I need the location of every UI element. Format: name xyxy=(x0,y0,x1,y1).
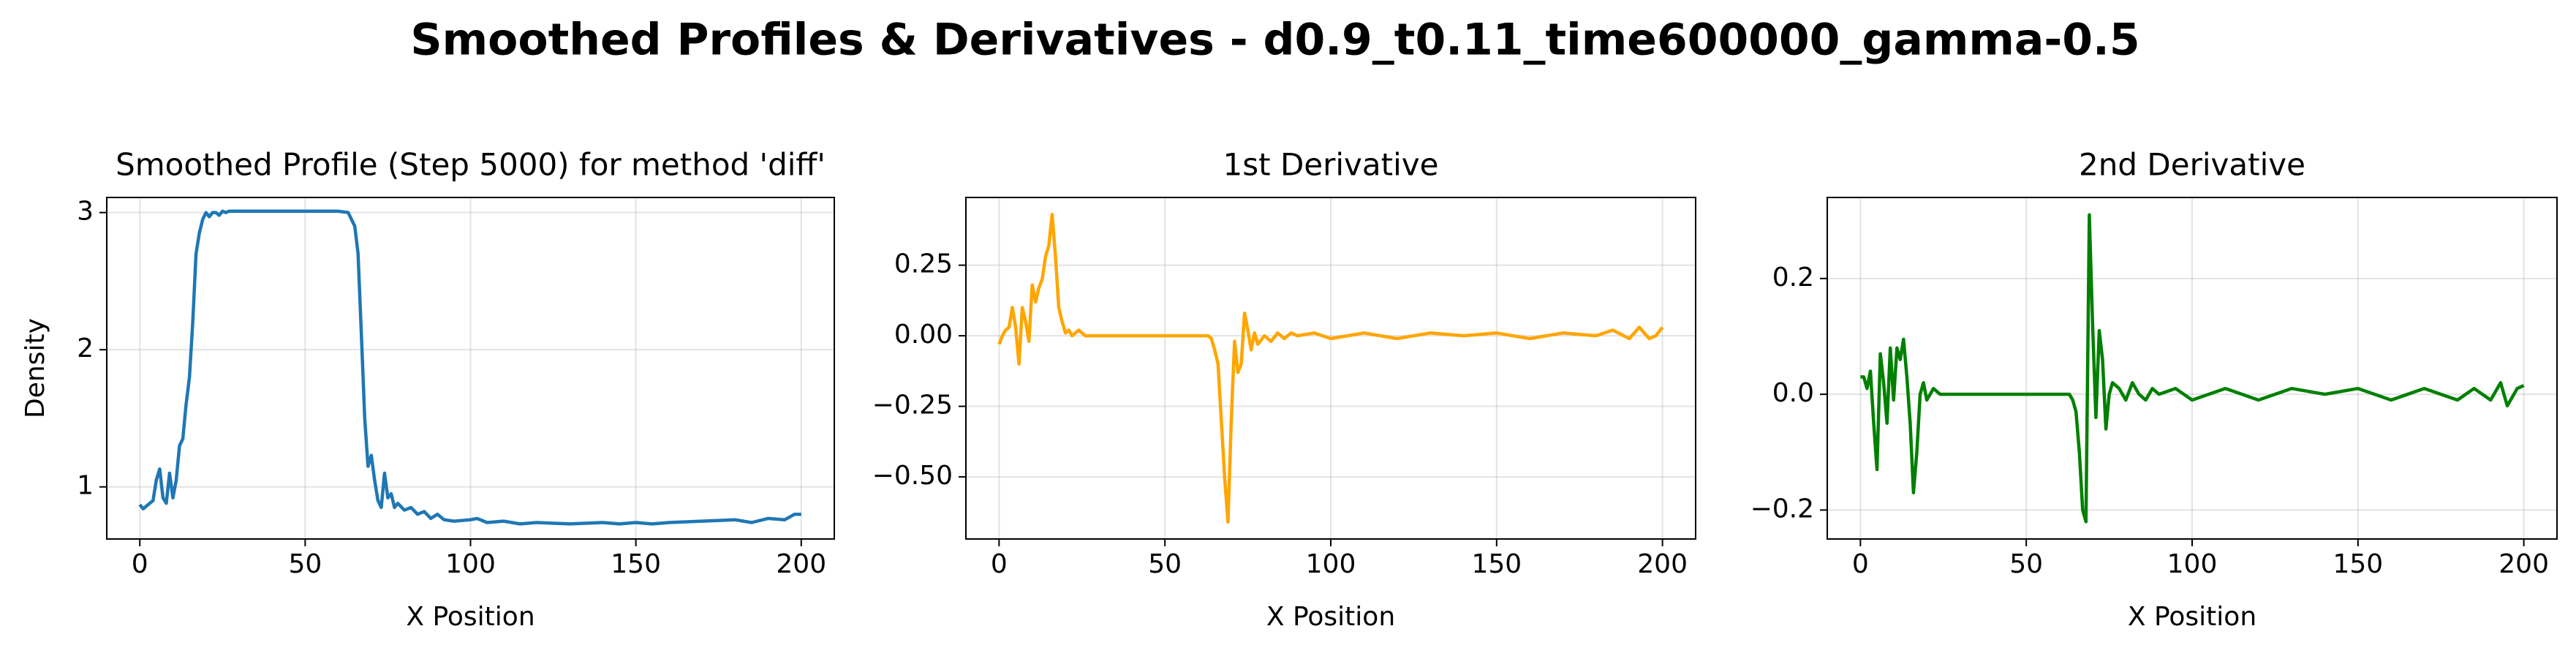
x-tick-label: 150 xyxy=(2333,549,2383,579)
data-line xyxy=(138,209,801,526)
y-tick-label: −0.25 xyxy=(872,391,953,421)
data-line xyxy=(997,212,1664,524)
x-tick-label: 100 xyxy=(2167,549,2218,579)
x-tick-label: 200 xyxy=(776,549,826,579)
x-tick-label: 0 xyxy=(1852,549,1869,579)
chart-title: 2nd Derivative xyxy=(2079,147,2305,183)
x-axis-label: X Position xyxy=(406,602,535,632)
figure-title: Smoothed Profiles & Derivatives - d0.9_t… xyxy=(410,15,2139,66)
x-axis-label: X Position xyxy=(1266,602,1395,632)
axes-frame xyxy=(965,197,1696,540)
y-tick-label: 0.00 xyxy=(894,320,953,350)
x-tick-label: 100 xyxy=(1306,549,1356,579)
chart-title: 1st Derivative xyxy=(1223,147,1439,183)
axes-frame xyxy=(106,197,835,540)
axes-frame xyxy=(1827,197,2558,540)
x-tick-label: 150 xyxy=(611,549,661,579)
y-tick-label: −0.2 xyxy=(1750,494,1814,524)
data-line xyxy=(1860,213,2525,524)
x-tick-label: 0 xyxy=(132,549,148,579)
y-tick-label: 3 xyxy=(77,197,94,227)
y-tick-label: 2 xyxy=(77,333,94,363)
x-tick-label: 0 xyxy=(991,549,1008,579)
x-tick-label: 200 xyxy=(2498,549,2549,579)
y-tick-label: 0.0 xyxy=(1772,378,1814,408)
y-axis-label: Density xyxy=(20,318,50,418)
chart-title: Smoothed Profile (Step 5000) for method … xyxy=(116,147,826,183)
y-tick-label: −0.50 xyxy=(872,461,953,491)
x-tick-label: 50 xyxy=(288,549,322,579)
x-tick-label: 100 xyxy=(445,549,496,579)
x-tick-label: 50 xyxy=(2009,549,2043,579)
y-tick-label: 0.25 xyxy=(894,249,953,279)
x-tick-label: 150 xyxy=(1471,549,1522,579)
x-tick-label: 200 xyxy=(1637,549,1688,579)
x-tick-label: 50 xyxy=(1148,549,1182,579)
x-axis-label: X Position xyxy=(2128,602,2256,632)
y-tick-label: 0.2 xyxy=(1772,263,1814,293)
y-tick-label: 1 xyxy=(77,471,94,501)
